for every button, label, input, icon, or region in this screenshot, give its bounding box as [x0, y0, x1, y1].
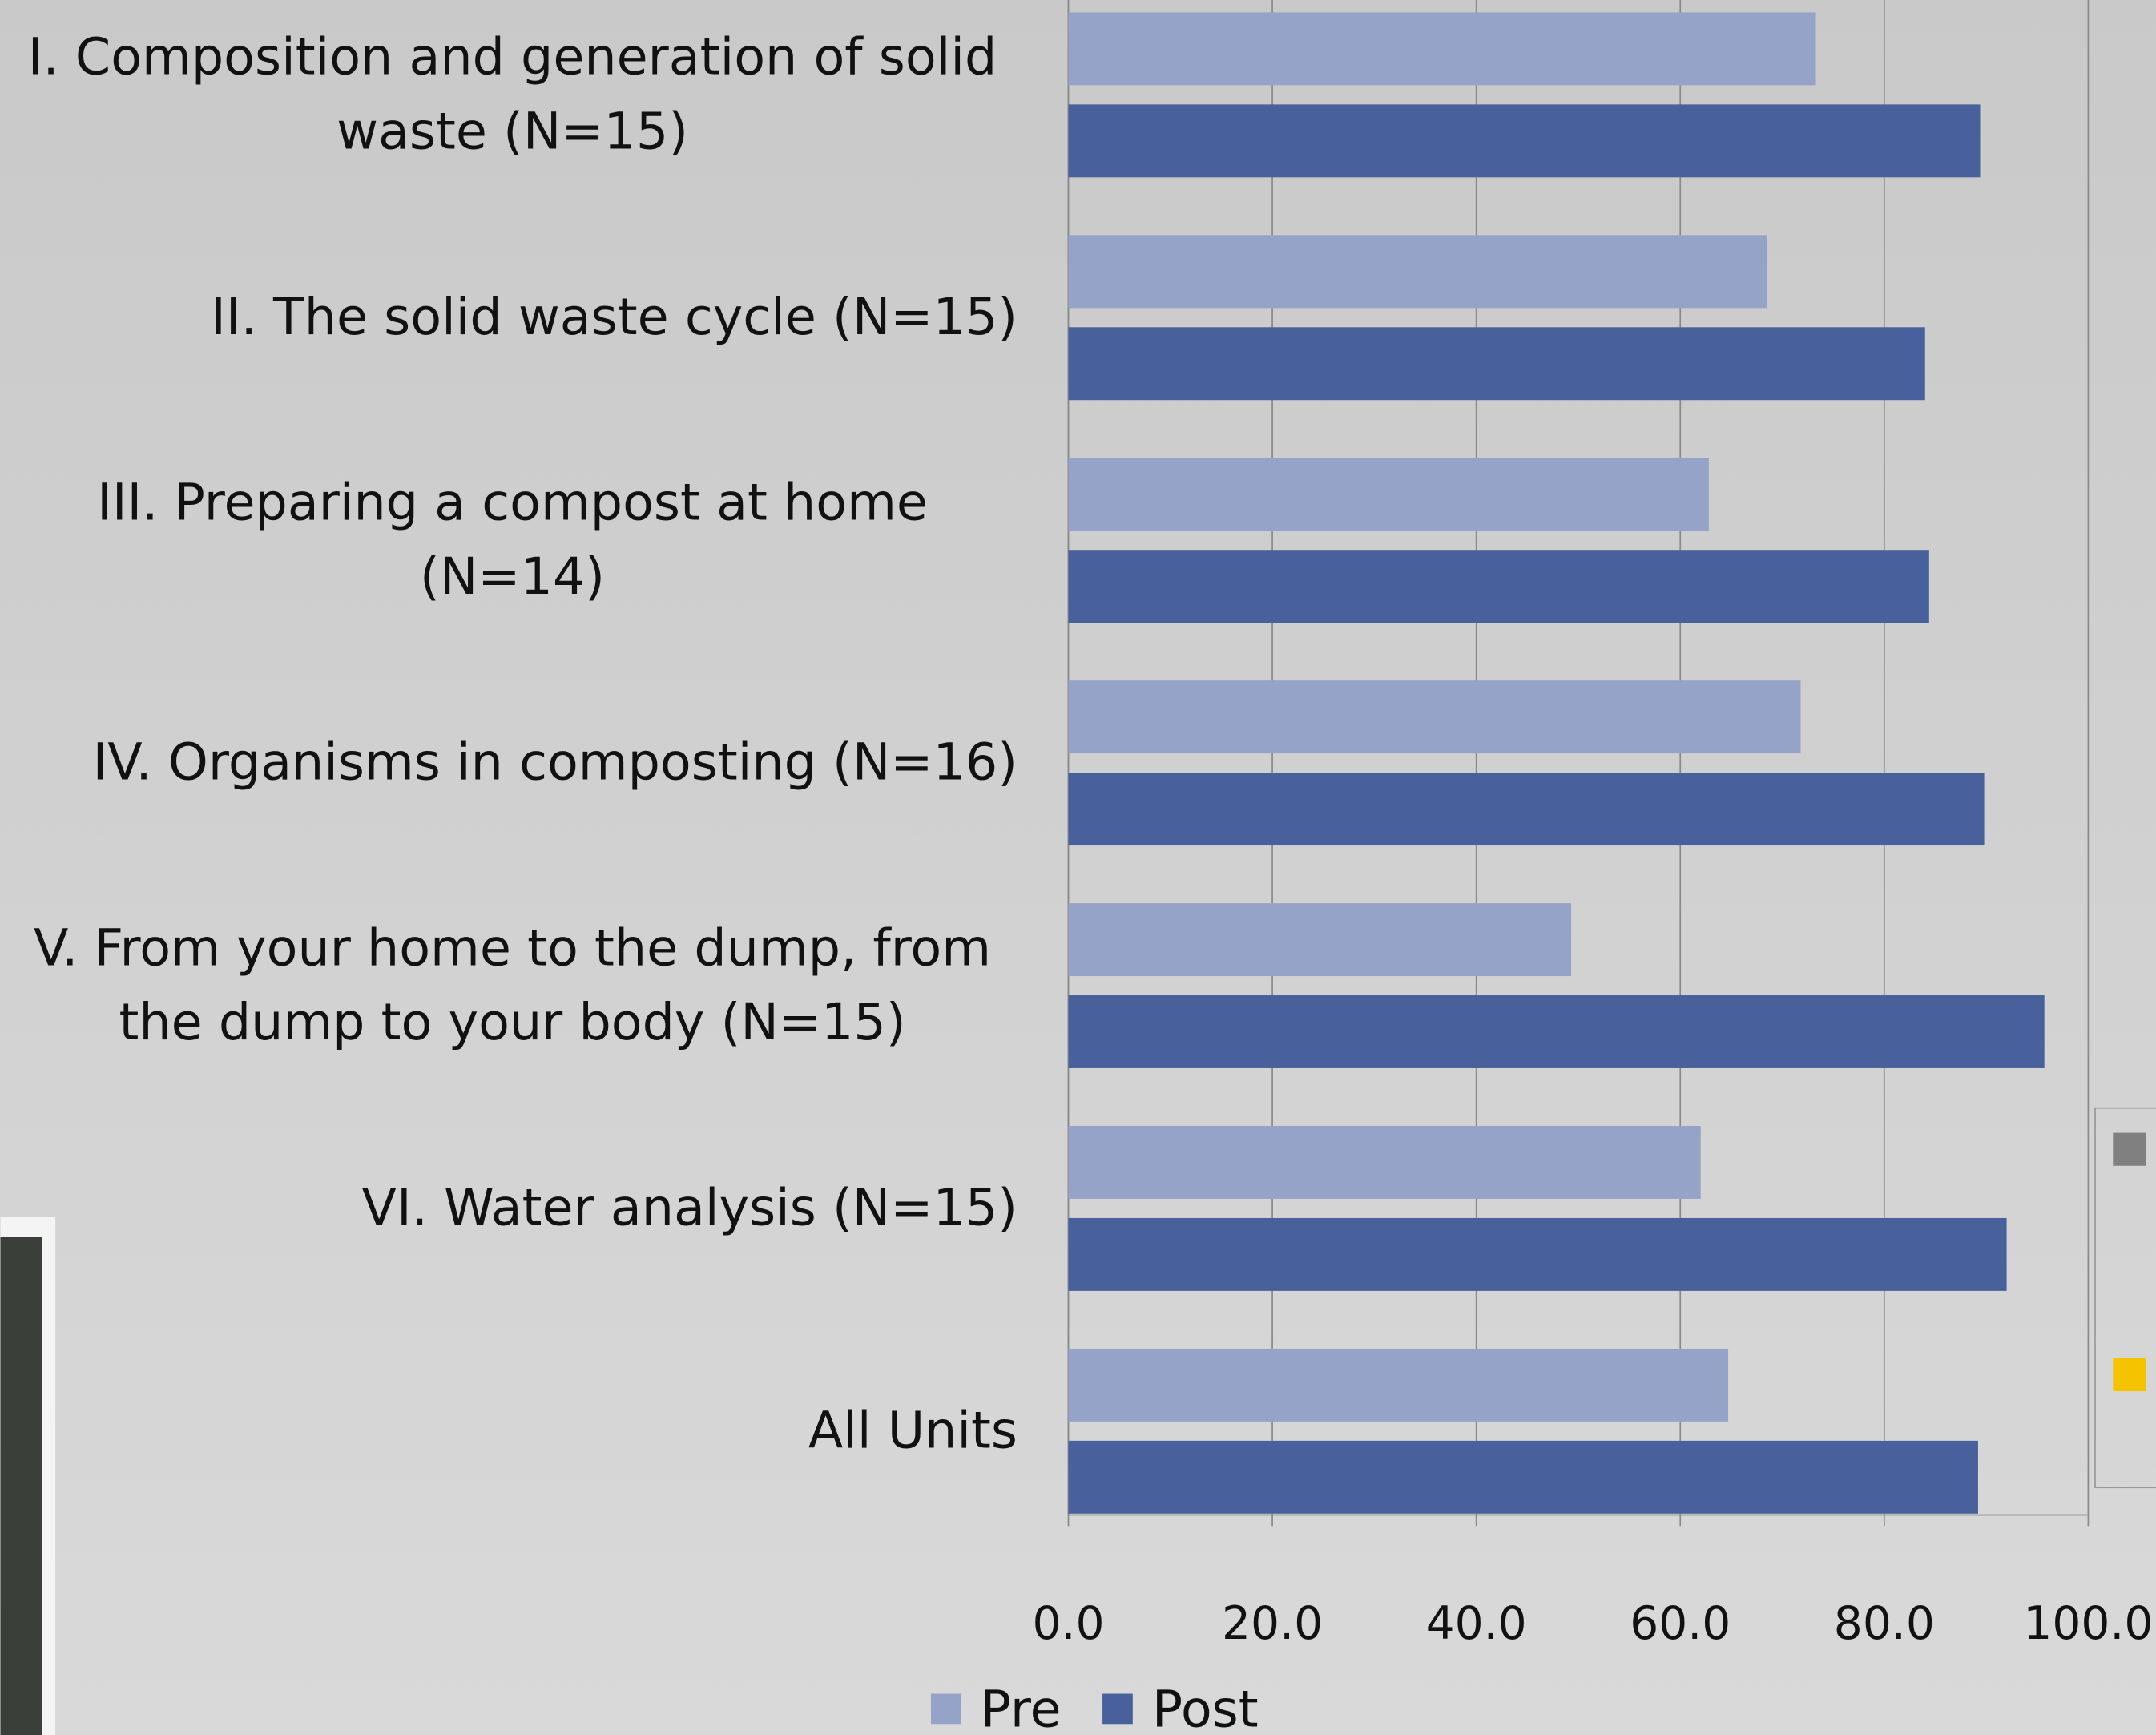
x-tick-label: 60.0 [1630, 1597, 1731, 1650]
legend-label: Pre [981, 1680, 1062, 1735]
category-label-wrap: I. Composition and generation of solid w… [1, 0, 1018, 206]
x-tick-label: 20.0 [1222, 1597, 1323, 1650]
y-tick-label: V. From your home to the dump, from the … [34, 918, 992, 1052]
y-tick-label: II. The solid waste cycle (N=15) [211, 287, 1018, 347]
category-label-box: All Units [1, 1320, 1018, 1543]
x-tick-label: 40.0 [1426, 1597, 1527, 1650]
y-tick-label: III. Preparing a compost at home (N=14) [97, 473, 928, 607]
bar [1068, 12, 1816, 86]
category-label-box: IV. Organisms in composting (N=16) [1, 652, 1018, 874]
legend-swatch [930, 1693, 961, 1725]
category-label-box: V. From your home to the dump, from the … [1, 874, 1018, 1097]
category-label-box: III. Preparing a compost at home (N=14) [1, 429, 1018, 652]
x-tick-label: 100.0 [2023, 1597, 2153, 1650]
bar [1068, 327, 1925, 401]
x-tick-label: 0.0 [1032, 1597, 1104, 1650]
y-tick-label: I. Composition and generation of solid w… [27, 27, 997, 161]
bar [1068, 680, 1801, 754]
bar [1068, 1348, 1729, 1422]
bar [1068, 1440, 1978, 1514]
category-label-wrap: IV. Organisms in composting (N=16) [1, 652, 1018, 874]
y-tick-label: All Units [808, 1401, 1018, 1460]
category-label-wrap: II. The solid waste cycle (N=15) [1, 206, 1018, 429]
bar [1068, 1217, 2007, 1291]
category-label-wrap: VI. Water analysis (N=15) [1, 1097, 1018, 1320]
bar [1068, 773, 1985, 846]
category-label-wrap: III. Preparing a compost at home (N=14) [1, 429, 1018, 652]
bar [1068, 104, 1981, 178]
category-label-box: I. Composition and generation of solid w… [1, 0, 1018, 206]
side-panel [2094, 1107, 2156, 1489]
bar [1068, 1126, 1701, 1199]
category-label-wrap: V. From your home to the dump, from the … [1, 874, 1018, 1097]
category-label-box: II. The solid waste cycle (N=15) [1, 206, 1018, 429]
bar [1068, 995, 2045, 1068]
category-label-box: VI. Water analysis (N=15) [1, 1097, 1018, 1320]
side-icon [2113, 1358, 2146, 1392]
y-tick-label: VI. Water analysis (N=15) [361, 1178, 1018, 1237]
bar [1068, 550, 1929, 623]
side-icon [2113, 1132, 2146, 1166]
legend-swatch [1102, 1693, 1133, 1725]
bar [1068, 903, 1572, 977]
legend-label: Post [1152, 1680, 1259, 1735]
category-label-wrap: All Units [1, 1320, 1018, 1543]
photo [0, 1237, 42, 1735]
y-tick-label: IV. Organisms in composting (N=16) [92, 732, 1018, 793]
bar [1068, 235, 1767, 309]
bar [1068, 458, 1709, 531]
x-tick-label: 80.0 [1834, 1597, 1935, 1650]
